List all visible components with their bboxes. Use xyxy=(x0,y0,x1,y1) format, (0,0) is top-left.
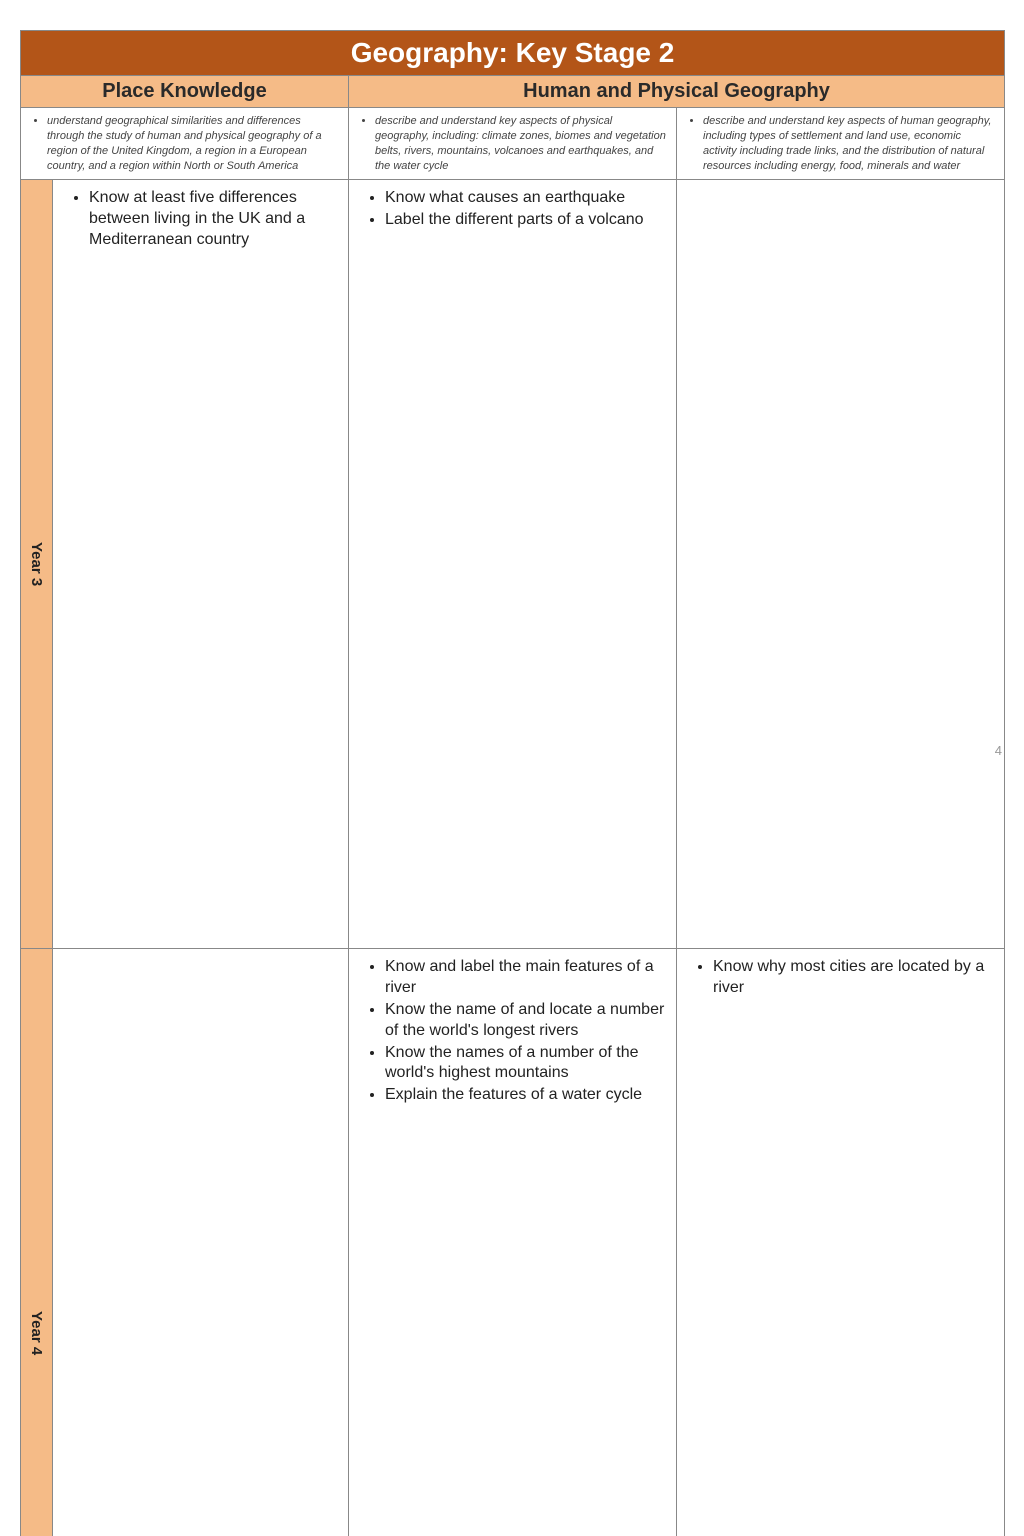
year-label: Year 4 xyxy=(21,949,53,1536)
cell-place xyxy=(53,949,349,1536)
curriculum-table: Geography: Key Stage 2 Place Knowledge H… xyxy=(20,30,1005,1536)
table-row: Year 4 Know and label the main features o… xyxy=(21,949,1005,1536)
year-text: Year 4 xyxy=(21,949,52,1536)
page-number: 4 xyxy=(995,743,1002,758)
objective-item: Know why most cities are located by a ri… xyxy=(713,957,994,999)
year-label: Year 3 xyxy=(21,180,53,949)
descriptor-text: describe and understand key aspects of h… xyxy=(703,114,996,173)
objective-item: Know at least five differences between l… xyxy=(89,188,338,250)
descriptor-human: describe and understand key aspects of h… xyxy=(677,108,1005,180)
descriptor-text: understand geographical similarities and… xyxy=(47,114,340,173)
table-row: Year 3 Know at least five differences bet… xyxy=(21,180,1005,949)
cell-place: Know at least five differences between l… xyxy=(53,180,349,949)
objective-item: Know what causes an earthquake xyxy=(385,188,666,209)
descriptor-physical: describe and understand key aspects of p… xyxy=(349,108,677,180)
objective-item: Know and label the main features of a ri… xyxy=(385,957,666,999)
cell-human: Know why most cities are located by a ri… xyxy=(677,949,1005,1536)
page-title: Geography: Key Stage 2 xyxy=(21,31,1005,76)
cell-physical: Know what causes an earthquakeLabel the … xyxy=(349,180,677,949)
subheader-place: Place Knowledge xyxy=(21,76,349,108)
subheader-row: Place Knowledge Human and Physical Geogr… xyxy=(21,76,1005,108)
title-row: Geography: Key Stage 2 xyxy=(21,31,1005,76)
year-text: Year 3 xyxy=(21,180,52,948)
cell-physical: Know and label the main features of a ri… xyxy=(349,949,677,1536)
descriptor-text: describe and understand key aspects of p… xyxy=(375,114,668,173)
subheader-hpg: Human and Physical Geography xyxy=(349,76,1005,108)
objective-item: Explain the features of a water cycle xyxy=(385,1085,666,1106)
cell-human xyxy=(677,180,1005,949)
descriptor-row: understand geographical similarities and… xyxy=(21,108,1005,180)
objective-item: Label the different parts of a volcano xyxy=(385,210,666,231)
objective-item: Know the names of a number of the world'… xyxy=(385,1043,666,1085)
descriptor-place: understand geographical similarities and… xyxy=(21,108,349,180)
objective-item: Know the name of and locate a number of … xyxy=(385,1000,666,1042)
